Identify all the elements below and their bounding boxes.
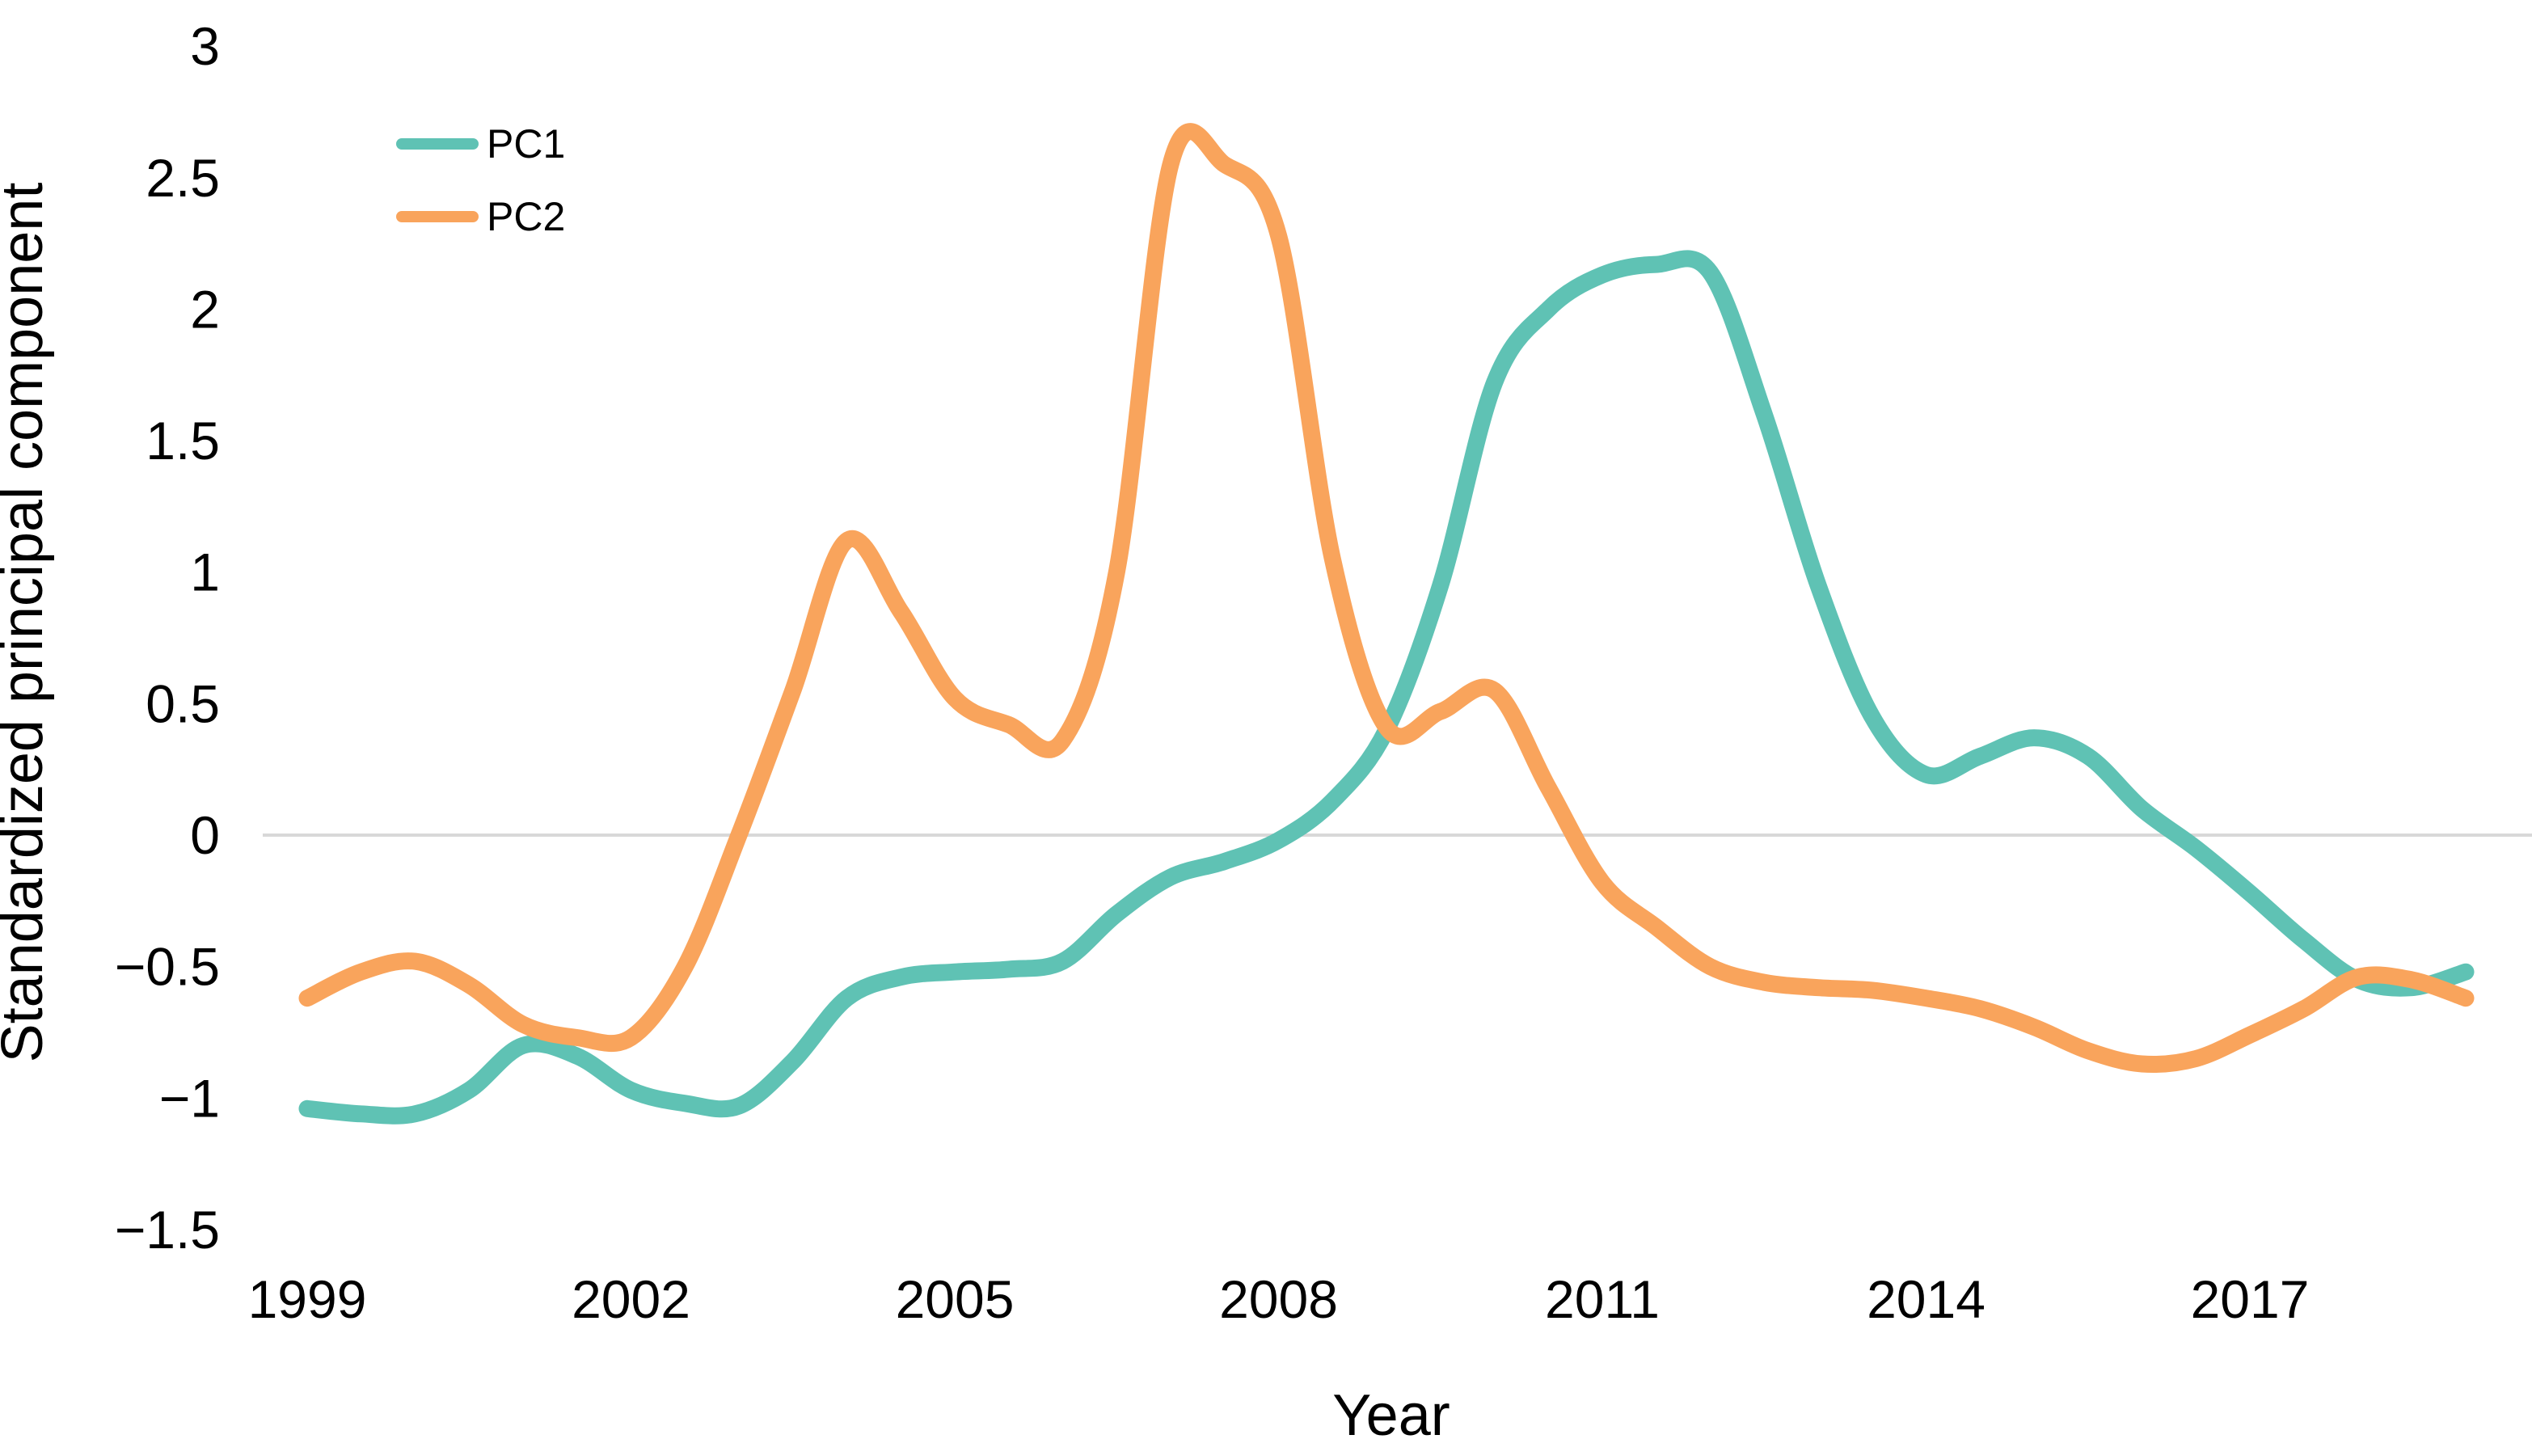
x-tick-label: 2008 xyxy=(1219,1269,1338,1329)
x-axis-tick-labels: 1999 2002 2005 2008 2011 2014 2017 xyxy=(248,1269,2310,1329)
pc1-line xyxy=(298,250,2475,1125)
y-tick-label: −1 xyxy=(159,1068,220,1128)
y-tick-label: 2 xyxy=(190,279,220,339)
y-tick-label: 1.5 xyxy=(146,411,220,471)
y-tick-label: 3 xyxy=(190,16,220,76)
x-tick-label: 1999 xyxy=(248,1269,367,1329)
legend-label: PC2 xyxy=(487,194,565,239)
x-tick-label: 2011 xyxy=(1545,1269,1660,1329)
y-tick-label: −0.5 xyxy=(115,937,220,997)
legend: PC1 PC2 xyxy=(396,121,565,239)
legend-label: PC1 xyxy=(487,121,565,167)
y-tick-label: −1.5 xyxy=(115,1200,220,1260)
y-tick-label: 1 xyxy=(190,542,220,602)
x-tick-label: 2017 xyxy=(2191,1269,2310,1329)
legend-item-pc2: PC2 xyxy=(396,194,565,239)
x-tick-label: 2005 xyxy=(896,1269,1015,1329)
y-tick-label: 0.5 xyxy=(146,673,220,733)
x-tick-label: 2002 xyxy=(572,1269,690,1329)
legend-item-pc1: PC1 xyxy=(396,121,565,167)
x-tick-label: 2014 xyxy=(1867,1269,1986,1329)
y-axis-tick-labels: 3 2.5 2 1.5 1 0.5 0 −0.5 −1 −1.5 xyxy=(115,16,220,1260)
y-tick-label: 2.5 xyxy=(146,148,220,208)
pc2-line xyxy=(298,123,2475,1074)
y-tick-label: 0 xyxy=(190,805,220,865)
y-axis-title: Standardized principal component xyxy=(0,183,55,1063)
data-series-lines xyxy=(298,123,2475,1125)
x-axis-title: Year xyxy=(1332,1383,1450,1448)
